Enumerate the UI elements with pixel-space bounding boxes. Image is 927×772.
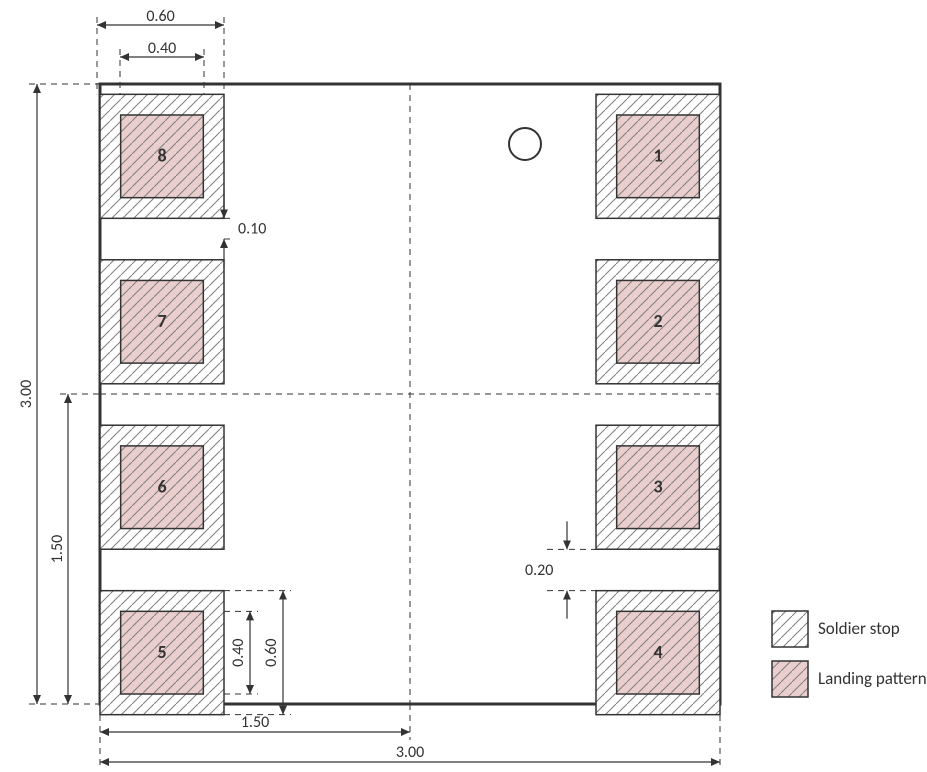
pad-8: 8 xyxy=(100,94,224,218)
dim-bot-300: 3.00 xyxy=(396,743,424,762)
legend-label-soldier-stop: Soldier stop xyxy=(818,618,900,639)
dim-top-040: 0.40 xyxy=(148,39,176,58)
pad-2-label: 2 xyxy=(653,310,662,332)
dim-gap-010: 0.10 xyxy=(238,220,266,239)
dim-left-150: 1.50 xyxy=(48,535,67,563)
legend-label-landing-pattern: Landing pattern xyxy=(818,668,927,689)
legend-group: Soldier stop Landing pattern xyxy=(772,611,927,697)
dim-top-060: 0.60 xyxy=(146,7,174,26)
pad-1: 1 xyxy=(596,94,720,218)
dim-h-040: 0.40 xyxy=(229,638,248,666)
dim-h-060: 0.60 xyxy=(262,638,281,666)
pad-4: 4 xyxy=(596,591,720,715)
legend-swatch-soldier-stop xyxy=(772,611,808,647)
pad-6: 6 xyxy=(100,425,224,549)
pad-5-label: 5 xyxy=(157,641,166,663)
pad-1-label: 1 xyxy=(653,145,662,167)
pad-4-label: 4 xyxy=(653,641,662,663)
legend-swatch-landing-pattern xyxy=(772,661,808,697)
dim-gap-020: 0.20 xyxy=(525,561,553,580)
pad-8-label: 8 xyxy=(157,145,166,167)
pad-3: 3 xyxy=(596,425,720,549)
pad-6-label: 6 xyxy=(157,476,166,498)
pad-7: 7 xyxy=(100,260,224,384)
dim-left-300: 3.00 xyxy=(17,380,36,408)
pad-3-label: 3 xyxy=(653,476,662,498)
pad-7-label: 7 xyxy=(157,310,166,332)
pin1-marker xyxy=(509,128,541,160)
pad-2: 2 xyxy=(596,260,720,384)
pad-5: 5 xyxy=(100,591,224,715)
dim-bot-150: 1.50 xyxy=(241,713,269,732)
